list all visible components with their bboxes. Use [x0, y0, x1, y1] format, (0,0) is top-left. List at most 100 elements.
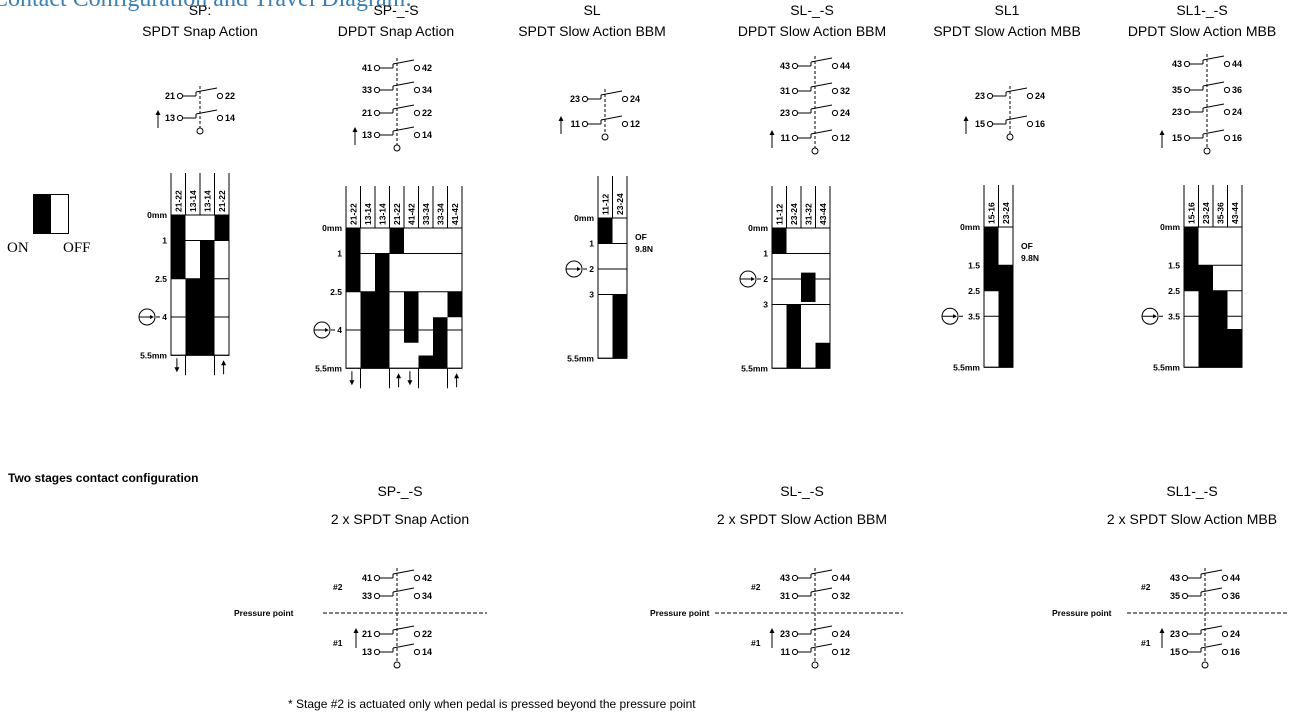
on-bar: [185, 278, 200, 356]
terminal-right: [1223, 86, 1231, 94]
terminal-right: [413, 131, 421, 139]
terminal-label: 22: [225, 91, 235, 101]
pressure-point-label: Pressure point: [650, 608, 710, 618]
tick-label: 3.5: [1168, 311, 1180, 321]
terminal-right: [831, 630, 839, 638]
terminal-label: 43: [780, 61, 790, 71]
terminal-left: [986, 120, 994, 128]
contact-blade: [1200, 569, 1223, 575]
legend-on-label: ON: [7, 240, 29, 256]
terminal-label: 13: [362, 647, 372, 657]
contact-blade: [1200, 587, 1223, 593]
terminal-right: [413, 86, 421, 94]
contact-blade: [1200, 625, 1223, 631]
travel-diagram-5: 15-16 23-24 35-36 43-44 0mm 1.5 2.5 3.5 5.5mm: [1141, 185, 1243, 372]
terminal-label: 24: [1035, 91, 1045, 101]
terminal-left: [373, 86, 381, 94]
terminal-right: [1223, 134, 1231, 142]
terminal-right: [1026, 120, 1034, 128]
column-header: 11-12: [600, 193, 610, 215]
terminal-label: 14: [422, 130, 432, 140]
terminal-label: 23: [1172, 107, 1182, 117]
pressure-point-label: Pressure point: [1052, 608, 1112, 618]
contact-blade: [392, 587, 415, 593]
actuator-plunger: [1201, 661, 1209, 669]
terminal-right: [1221, 592, 1229, 600]
terminal-label: 12: [840, 647, 850, 657]
pressure-icon-arrow: [577, 267, 581, 271]
actuator-plunger: [601, 133, 609, 141]
terminal-label: 44: [1230, 573, 1240, 583]
tick-label: 0mm: [1160, 222, 1180, 232]
contact-blade: [810, 625, 833, 631]
on-bar: [447, 291, 462, 318]
terminal-left: [986, 92, 994, 100]
contact-blade: [392, 126, 415, 132]
pressure-icon-arrow: [751, 277, 755, 281]
terminal-left: [1183, 134, 1191, 142]
column-header: 43-44: [1230, 202, 1240, 224]
terminal-left: [373, 592, 381, 600]
tick-label: 1: [337, 249, 342, 259]
terminal-label: 35: [1170, 591, 1180, 601]
tick-label: 0mm: [960, 222, 980, 232]
column-header: 15-16: [1186, 202, 1196, 224]
contact-blade: [600, 90, 623, 96]
two-stage-code-sp: SP-_-S: [377, 483, 423, 499]
terminal-right: [1221, 630, 1229, 638]
contact-blade: [810, 57, 833, 63]
tick-label: 0mm: [147, 210, 167, 220]
terminal-left: [581, 95, 589, 103]
terminal-right: [831, 109, 839, 117]
tick-label: 5.5mm: [315, 363, 342, 373]
contact-blade: [392, 104, 415, 110]
terminal-label: 34: [422, 591, 432, 601]
column-header: 23-24: [789, 203, 799, 225]
switch-schematic-t0: 41 42 33 34 21 22 13 14: [362, 568, 432, 669]
switch-schematic-0: 21 22 13 14: [165, 86, 235, 135]
contact-blade: [392, 59, 415, 65]
contact-blade: [1202, 81, 1225, 87]
actuation-arrow-0-head: [155, 110, 161, 115]
terminal-left: [1181, 648, 1189, 656]
tick-label: 5.5mm: [953, 362, 980, 372]
travel-arrow-up-1-head: [454, 373, 460, 379]
contact-blade: [1200, 643, 1223, 649]
contact-blade: [810, 587, 833, 593]
terminal-left: [373, 64, 381, 72]
terminal-label: 23: [570, 94, 580, 104]
terminal-label: 24: [630, 94, 640, 104]
on-bar: [1198, 265, 1213, 368]
terminal-right: [413, 648, 421, 656]
actuator-plunger: [1203, 147, 1211, 155]
column-header: 15-16: [986, 202, 996, 224]
tick-label: 1.5: [1168, 260, 1180, 270]
terminal-left: [791, 648, 799, 656]
column-header: 33-34: [421, 203, 431, 225]
terminal-label: 15: [1172, 133, 1182, 143]
terminal-label: 13: [165, 113, 175, 123]
on-bar: [984, 227, 999, 291]
terminal-left: [791, 87, 799, 95]
terminal-label: 15: [975, 119, 985, 129]
terminal-right: [831, 134, 839, 142]
terminal-label: 11: [780, 133, 790, 143]
column-header: 13-14: [188, 190, 198, 212]
force-note: OF: [635, 232, 647, 242]
terminal-right: [831, 574, 839, 582]
contact-blade: [810, 129, 833, 135]
travel-arrow-up-0-head: [221, 360, 227, 366]
contact-blade: [1202, 129, 1225, 135]
terminal-right: [1223, 108, 1231, 116]
terminal-label: 42: [422, 63, 432, 73]
contact-blade: [810, 569, 833, 575]
two-stage-label-sp: 2 x SPDT Snap Action: [330, 511, 470, 527]
column-code-sl1: SL1: [994, 2, 1020, 18]
terminal-label: 41: [362, 63, 372, 73]
column-label-sp: SPDT Snap Action: [142, 23, 258, 39]
pressure-icon-arrow: [325, 328, 329, 332]
column-header: 23-24: [1201, 202, 1211, 224]
terminal-label: 42: [422, 573, 432, 583]
contact-blade: [392, 643, 415, 649]
travel-diagram-4: 15-16 23-24 0mm 1.5 2.5 3.5 5.5mm OF 9.8N: [941, 185, 1039, 372]
